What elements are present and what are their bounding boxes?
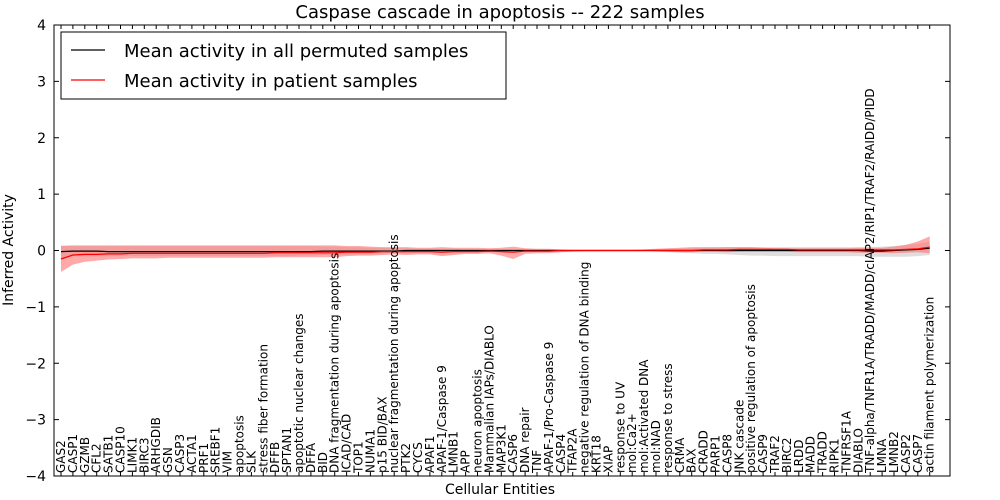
x-tick-label: TFAP2A [566,428,580,474]
x-tick-label: KRT18 [590,435,604,473]
x-tick-label: BAX [685,448,699,473]
x-tick-label: DNA repair [518,407,532,473]
x-tick-label: nuclear fragmentation during apoptosis [387,234,401,473]
x-tick-label: response to UV [613,381,627,473]
x-tick-label: XIAP [601,446,615,473]
patient-mean-line [60,246,930,260]
legend-label-permuted: Mean activity in all permuted samples [124,41,468,62]
x-tick-label: JNK cascade [732,400,746,474]
x-tick-label: actin filament polymerization [923,297,937,473]
x-axis-label: Cellular Entities [445,482,555,498]
y-tick-label: −3 [25,413,46,429]
legend-box [60,31,507,100]
x-tick-label: CASP2 [899,434,913,473]
x-tick-label: ACTA1 [185,434,199,473]
x-tick-label: TNF-alpha/TNFR1A/TRADD/MADD/cIAP2/RIP1/T… [863,88,877,474]
x-tick-label: DIABLO [851,428,865,473]
x-tick-label: TNF [530,450,544,474]
x-tick-label: CRADD [697,430,711,473]
x-tick-label: mol:Activated DNA [637,359,651,473]
patient-range-band [61,236,930,272]
x-tick-label: MADD [804,436,818,473]
x-tick-label: GAS2 [54,440,68,473]
x-tick-label: TNFRSF1A [839,410,853,474]
x-tick-label: RIPK1 [828,438,842,473]
x-tick-label: CASP4 [554,434,568,473]
x-tick-label: CFL2 [90,443,104,473]
x-tick-label: APAF-1/Pro-Caspase 9 [542,342,556,473]
x-tick-label: CASP8 [720,434,734,473]
legend: Mean activity in all permuted samples Me… [60,31,507,100]
chart-title: Caspase cascade in apoptosis -- 222 samp… [295,2,704,23]
x-tick-label: p15 BID/BAX [375,397,389,473]
y-tick-label: −4 [25,469,46,485]
x-tick-label: VIM [221,451,235,473]
y-tick-label: 1 [37,187,46,203]
x-tick-label: CASP10 [114,426,128,473]
x-tick-label: LMNB1 [447,431,461,473]
x-tick-label: PTK2 [399,443,413,473]
x-tick-label: SPTAN1 [280,427,294,473]
x-tick-label: APAF1 [423,436,437,473]
x-tick-label: apoptosis [233,415,247,473]
x-tick-label: CASP9 [756,434,770,473]
x-tick-label: Mammalian IAPs/DIABLO [482,325,496,473]
x-tick-label: TRAF2 [768,435,782,474]
x-tick-label: BIRC3 [137,437,151,473]
x-tick-label: LIMK1 [125,437,139,473]
y-tick-label: 0 [37,244,46,260]
permuted-mean-line [60,247,930,253]
x-tick-label: BID [316,452,330,473]
x-tick-label: stress fiber formation [256,344,270,473]
x-tick-label: CASP1 [66,434,80,473]
x-tick-label: positive regulation of apoptosis [744,284,758,473]
x-tick-label: response to stress [661,363,675,473]
y-axis-label: Inferred Activity [1,194,17,306]
x-tick-label: BIRC2 [780,437,794,473]
x-tick-label: PRF1 [197,443,211,473]
y-tick-label: 4 [37,18,46,34]
y-tick-label: 2 [37,131,46,147]
x-tick-label: mol:NAD [649,420,663,473]
x-tick-label: mol:Ca2+ [625,413,639,473]
x-tick-label: APP [459,450,473,473]
x-tick-label: LMNA [875,438,889,473]
plot-area [60,236,930,272]
x-tick-label: negative regulation of DNA binding [578,262,592,473]
x-tick-label: SLK [244,450,258,473]
x-tick-label: NUMA1 [363,429,377,473]
x-tick-label: SATB1 [102,435,116,473]
x-tick-label: CASP6 [506,434,520,473]
x-axis: GAS2CASP1GZMBCFL2SATB1CASP10LIMK1BIRC3AR… [54,25,937,476]
x-tick-label: TOP1 [352,441,366,474]
x-tick-label: CASP7 [911,434,925,473]
x-tick-label: ARHGDIB [149,417,163,473]
x-tick-label: GSN [161,447,175,473]
y-axis: −4 −3 −2 −1 0 1 2 3 4 [25,18,950,485]
x-tick-label: apoptotic nuclear changes [292,314,306,473]
x-tick-label: TRADD [816,431,830,474]
x-tick-label: APAF-1/Caspase 9 [435,365,449,473]
x-tick-label: LRDD [792,439,806,473]
legend-label-patient: Mean activity in patient samples [124,71,418,92]
x-tick-label: SREBF1 [209,427,223,473]
y-tick-label: −2 [25,356,46,372]
x-tick-label: LMNB2 [887,431,901,473]
x-tick-label: MAP3K1 [494,424,508,473]
x-tick-label: DNA fragmentation during apoptosis [328,253,342,473]
x-tick-label: ICAD/CAD [340,414,354,473]
x-tick-label: CRMA [673,437,687,473]
x-tick-label: CASP3 [173,434,187,473]
x-tick-label: PARP1 [709,435,723,473]
x-tick-label: neuron apoptosis [471,369,485,473]
x-tick-label: GZMB [78,437,92,473]
x-tick-label: DFFA [304,442,318,473]
x-tick-label: CYCS [411,442,425,473]
y-tick-label: 3 [37,74,46,90]
x-tick-label: DFFB [268,442,282,473]
y-tick-label: −1 [25,300,46,316]
